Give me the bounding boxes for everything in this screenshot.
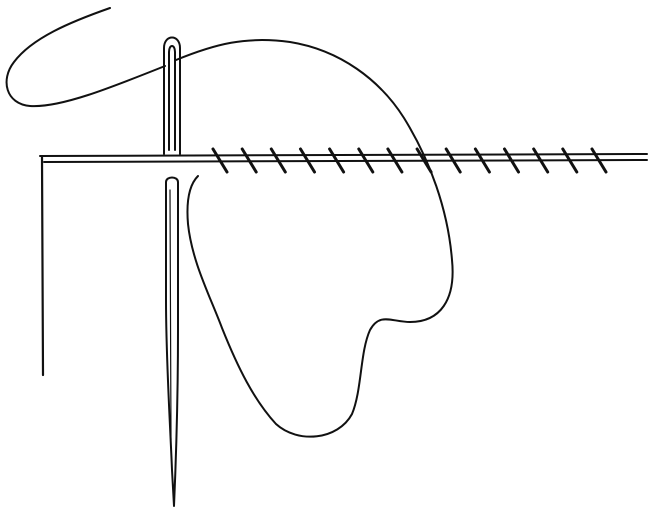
stitch <box>590 147 608 174</box>
stitch <box>532 147 550 174</box>
needle-icon <box>163 36 181 507</box>
stitch <box>357 147 375 174</box>
thread-loose-end <box>5 7 166 108</box>
stitch <box>561 147 579 174</box>
needle-shaft-inner <box>169 189 172 441</box>
stitch <box>328 147 346 174</box>
stitch <box>415 147 433 174</box>
fabric-top-edge <box>39 153 648 157</box>
stitch-row <box>211 147 608 174</box>
thread-icon <box>5 7 454 438</box>
needle-shaft <box>165 176 179 507</box>
stitch <box>211 147 229 174</box>
stitch <box>473 147 491 174</box>
stitch <box>299 147 316 174</box>
stitch <box>240 147 258 174</box>
fabric-top-edge-inner <box>43 159 648 163</box>
thread-loop <box>175 39 454 438</box>
fabric-left-edge <box>40 155 45 377</box>
stitch <box>269 147 287 174</box>
stitch <box>444 147 462 174</box>
stitch <box>503 147 520 174</box>
fabric-edge <box>39 153 648 377</box>
needle-eye-top <box>163 36 181 155</box>
needle-eye-slot <box>168 45 176 151</box>
stitch <box>386 147 404 174</box>
